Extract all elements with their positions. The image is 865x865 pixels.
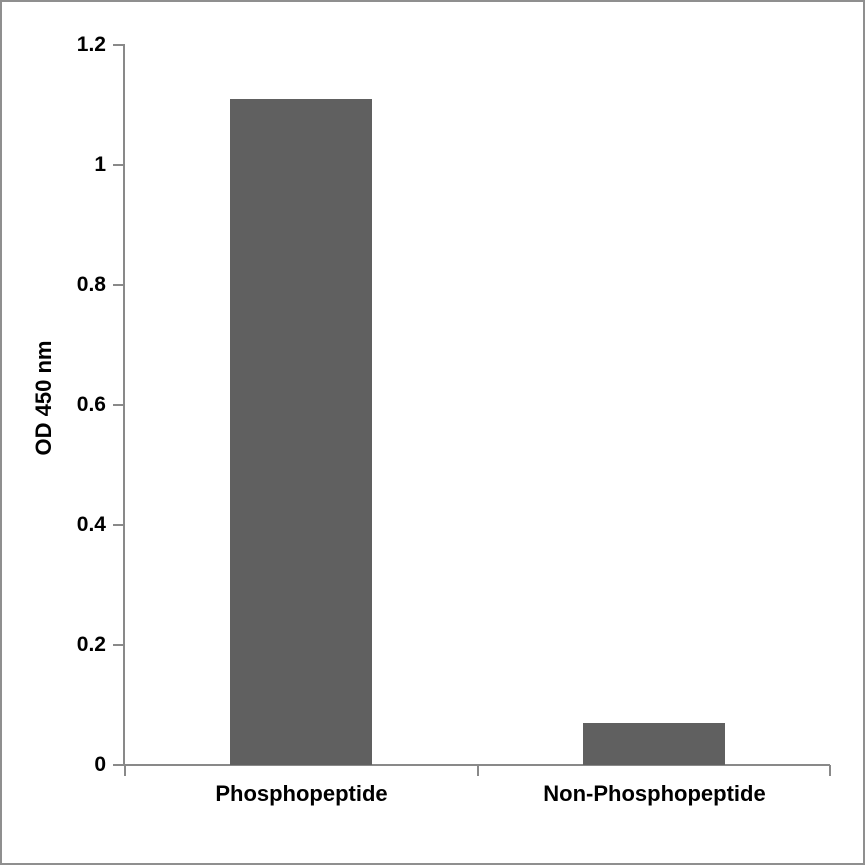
x-tick-mark: [124, 765, 126, 776]
y-tick-mark: [113, 524, 123, 526]
y-tick-label: 0: [94, 753, 106, 776]
x-tick-mark: [476, 765, 479, 776]
y-axis-line: [123, 44, 125, 766]
bar-non-phosphopeptide: [583, 723, 725, 765]
y-tick-label: 1: [94, 153, 106, 176]
bar-phosphopeptide: [230, 99, 372, 765]
y-tick-mark: [113, 404, 123, 406]
y-tick-mark: [113, 644, 123, 646]
y-tick-label: 0.4: [76, 513, 106, 536]
y-tick-label: 1.2: [76, 33, 106, 56]
y-tick-mark: [113, 764, 123, 766]
category-label: Phosphopeptide: [215, 781, 388, 806]
y-tick-label: 0.8: [76, 273, 106, 296]
y-tick-mark: [113, 284, 123, 286]
y-tick-mark: [113, 164, 123, 166]
y-tick-label: 0.2: [76, 633, 106, 656]
y-tick-label: 0.6: [76, 393, 106, 416]
y-tick-mark: [113, 44, 123, 46]
category-label: Non-Phosphopeptide: [543, 781, 766, 806]
x-tick-mark: [829, 765, 831, 776]
